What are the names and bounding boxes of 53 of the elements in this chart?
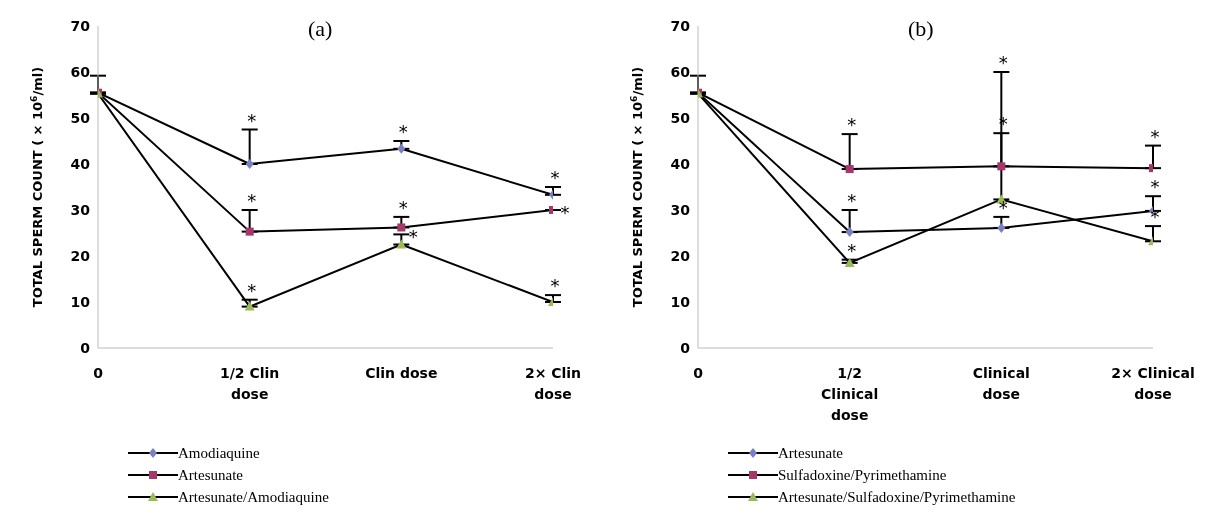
y-tick-label: 20 — [70, 247, 91, 264]
x-tick-label: 0 — [93, 365, 104, 381]
x-tick-label: 0 — [693, 365, 704, 381]
annotation: * — [550, 167, 560, 188]
x-tick-label: Clin dose — [365, 365, 438, 381]
chart-title: (a) — [308, 16, 333, 42]
y-tick-label: 0 — [80, 339, 91, 356]
annotation: * — [847, 239, 857, 261]
y-tick-label: 40 — [670, 155, 691, 172]
y-tick-label: 30 — [670, 201, 691, 218]
x-tick-label: 1/2 Clin dose — [220, 365, 280, 402]
annotation: * — [247, 279, 257, 301]
annotation: * — [560, 202, 570, 223]
chart-title: (b) — [908, 16, 934, 42]
annotation: * — [247, 109, 257, 131]
point — [397, 143, 406, 154]
y-tick-label: 10 — [70, 293, 91, 310]
annotation: * — [998, 196, 1008, 218]
annotation: * — [998, 52, 1008, 73]
y-tick-label: 50 — [70, 109, 91, 126]
y-tick-label: 50 — [670, 109, 691, 126]
y-tick-label: 70 — [670, 17, 691, 34]
annotation: * — [398, 121, 408, 142]
point — [997, 222, 1006, 233]
annotation: * — [408, 226, 418, 248]
annotation: * — [847, 114, 857, 136]
x-tick-label: 2× Clin dose — [524, 365, 582, 402]
x-tick-label: 1/2 Clinical dose — [821, 365, 879, 423]
annotation: * — [1150, 125, 1160, 147]
y-tick-label: 20 — [670, 247, 691, 264]
point — [245, 159, 254, 169]
legend-label: Sulfadoxine/Pyrimethamine — [778, 466, 947, 484]
annotation: * — [550, 275, 560, 297]
annotation: * — [247, 190, 257, 211]
x-tick-label: 2× Clinical dose — [1111, 365, 1195, 402]
y-tick-label: 70 — [70, 17, 91, 34]
y-tick-label: 60 — [670, 63, 691, 80]
legend-label: Artesunate/Sulfadoxine/Pyrimethamine — [778, 488, 1016, 506]
legend-label: Artesunate — [778, 444, 843, 462]
annotation: * — [1150, 206, 1160, 228]
annotation: * — [398, 196, 408, 218]
legend-label: Artesunate/Amodiaquine — [178, 488, 329, 506]
y-tick-label: 60 — [70, 63, 91, 80]
y-tick-label: 0 — [680, 339, 691, 356]
y-tick-label: 30 — [70, 201, 91, 218]
annotation: * — [1150, 176, 1160, 198]
legend-label: Amodiaquine — [178, 444, 260, 462]
x-tick-label: Clinical dose — [972, 365, 1030, 402]
y-tick-label: 40 — [70, 155, 91, 172]
y-tick-label: 10 — [670, 293, 691, 310]
point — [845, 227, 854, 238]
annotation: * — [847, 190, 857, 211]
legend-label: Artesunate — [178, 466, 243, 484]
